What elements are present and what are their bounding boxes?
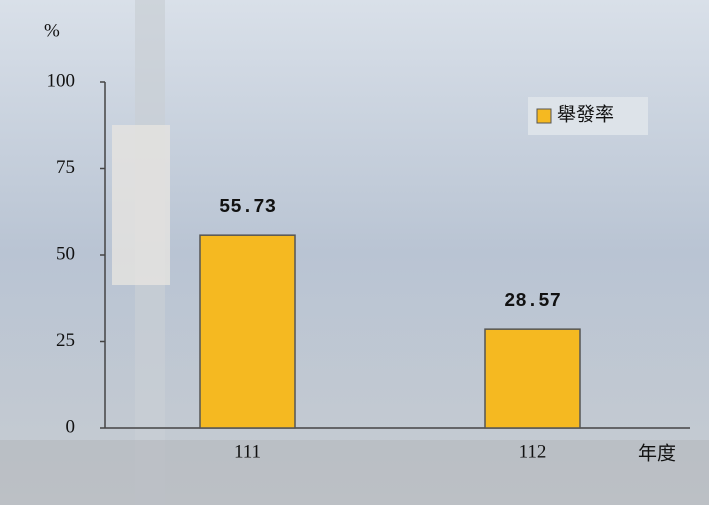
legend-swatch [536,108,552,124]
y-tick-label: 50 [56,243,75,264]
bar [199,234,296,429]
y-tick-label: 0 [66,416,76,437]
x-axis-label: 年度 [638,442,676,464]
x-tick-label: 111 [234,441,261,462]
bar [484,328,581,429]
sign [112,125,170,285]
y-tick-label: 75 [56,157,75,178]
legend-label: 舉發率 [557,103,614,125]
x-tick-label: 112 [519,441,547,462]
y-tick-label: 25 [56,330,75,351]
data-label: 28.57 [504,290,561,312]
road [0,440,709,505]
y-axis-label: % [44,20,60,41]
y-tick-label: 100 [47,70,76,91]
data-label: 55.73 [219,196,276,218]
